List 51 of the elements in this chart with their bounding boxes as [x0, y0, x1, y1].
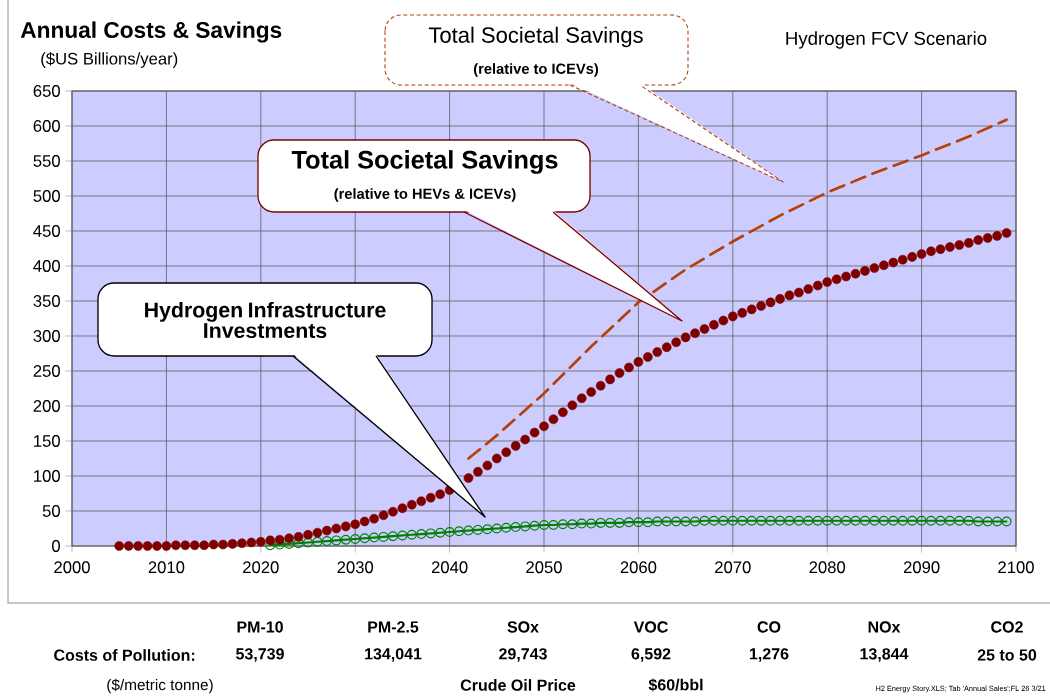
text: 29,743: [499, 648, 547, 662]
x-tick-label: 2020: [243, 561, 279, 574]
text: (relative to ICEVs): [473, 63, 599, 77]
x-tick-label: 2060: [620, 561, 657, 574]
y-tick-label: 150: [34, 435, 60, 447]
x-tick-label: 2030: [337, 561, 374, 574]
text: PM-10: [237, 621, 283, 633]
x-tick-label: 2080: [809, 561, 846, 574]
y-tick-label: 300: [33, 330, 60, 342]
y-tick-label: 500: [33, 190, 60, 202]
y-tick-label: 100: [34, 470, 60, 482]
y-tick-label: 250: [33, 365, 60, 377]
text: 6,592: [631, 648, 671, 662]
y-tick-label: 600: [33, 120, 60, 132]
text: Costs of Pollution:: [54, 649, 195, 661]
text: PM-2.5: [368, 621, 419, 633]
y-tick-label: 650: [33, 85, 60, 97]
text: VOC: [633, 621, 668, 633]
x-tick-label: 2040: [431, 561, 468, 574]
text: 134,041: [365, 648, 422, 662]
text: ($/metric tonne): [107, 678, 213, 694]
annotation: (relative to HEVs & ICEVs): [334, 188, 516, 202]
text: 25 to 50: [977, 649, 1037, 661]
x-tick-label: 2010: [148, 561, 185, 574]
text: $60/bbl: [648, 678, 703, 692]
text: 53,739: [236, 648, 284, 662]
text: Hydrogen FCV Scenario: [786, 31, 987, 49]
x-tick-label: 2100: [998, 561, 1034, 574]
x-tick-label: 2090: [903, 561, 940, 574]
y-tick-label: 400: [33, 260, 60, 272]
text: Total Societal Savings: [428, 26, 643, 48]
y-tick-label: 0: [52, 540, 60, 552]
chart-subtitle: ($US Billions/year): [41, 52, 178, 68]
y-tick-label: 550: [33, 155, 60, 167]
text: SOx: [507, 621, 539, 633]
y-tick-label: 450: [33, 225, 60, 237]
text: 1,276: [749, 648, 789, 662]
y-tick-label: 350: [33, 295, 60, 307]
x-tick-label: 2050: [526, 561, 562, 574]
y-tick-label: 50: [42, 505, 60, 517]
chart-title: Annual Costs & Savings: [20, 21, 282, 43]
text: CO: [757, 621, 781, 633]
x-tick-label: 2070: [715, 561, 751, 574]
text: NOx: [868, 621, 901, 633]
x-tick-label: 2000: [54, 561, 90, 574]
annotation: Total Societal Savings: [291, 150, 558, 174]
text: CO2: [991, 621, 1023, 633]
y-tick-label: 200: [33, 400, 60, 412]
text: Crude Oil Price: [460, 679, 576, 691]
text: 13,844: [860, 648, 909, 662]
annotation: Hydrogen Infrastructure Investments: [145, 301, 386, 339]
